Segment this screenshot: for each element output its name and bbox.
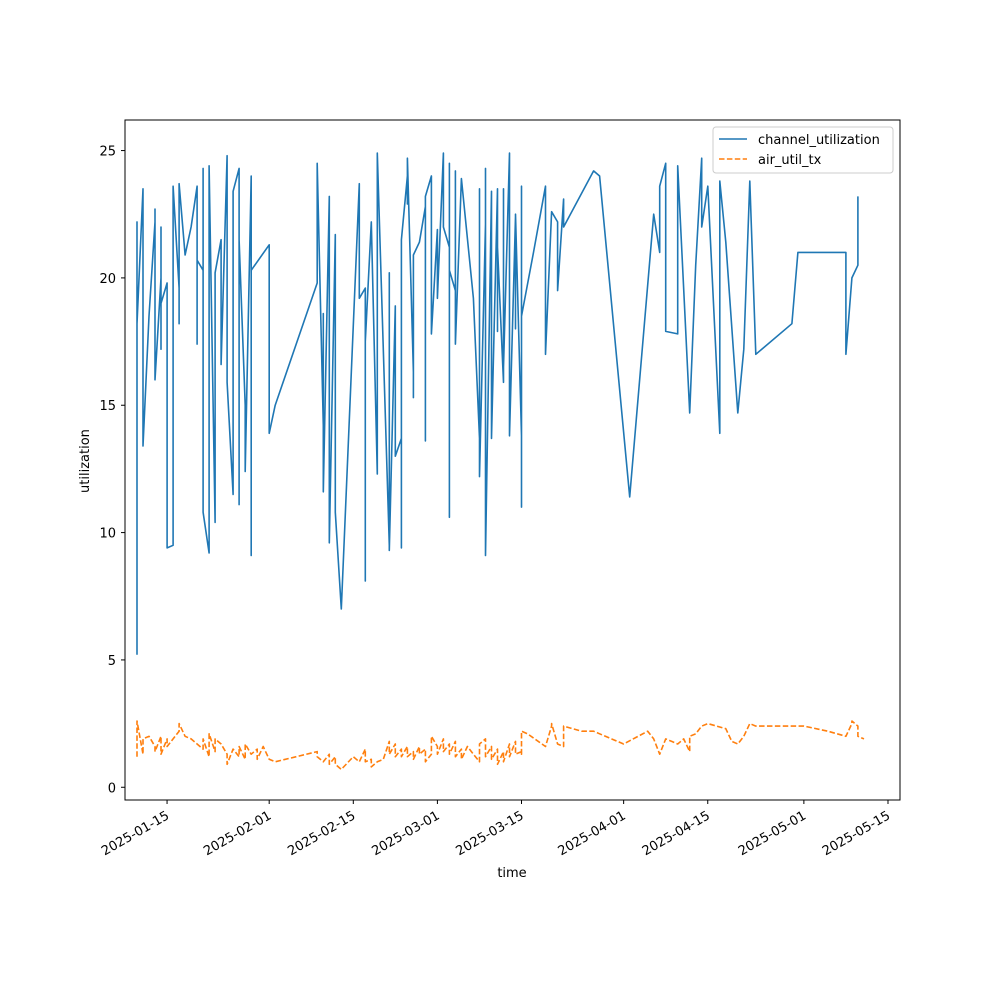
y-tick-label: 15 — [99, 399, 116, 414]
y-tick-label: 5 — [108, 654, 116, 669]
y-axis: 0 5 10 15 20 25 — [99, 145, 125, 796]
y-axis-label: utilization — [78, 429, 93, 493]
series-layer — [136, 152, 865, 771]
y-tick-label: 20 — [99, 272, 116, 287]
y-tick-label: 25 — [99, 145, 116, 160]
x-axis-label: time — [497, 866, 526, 881]
plot-area-frame — [124, 119, 901, 801]
series-line-air-util-tx — [136, 720, 865, 771]
y-tick-label: 0 — [108, 781, 116, 796]
legend: channel_utilization air_util_tx — [712, 126, 894, 174]
legend-label: channel_utilization — [758, 133, 880, 148]
legend-label: air_util_tx — [758, 153, 822, 168]
legend-box — [712, 126, 894, 174]
series-line-channel-utilization — [136, 152, 859, 655]
y-tick-label: 10 — [99, 527, 116, 542]
